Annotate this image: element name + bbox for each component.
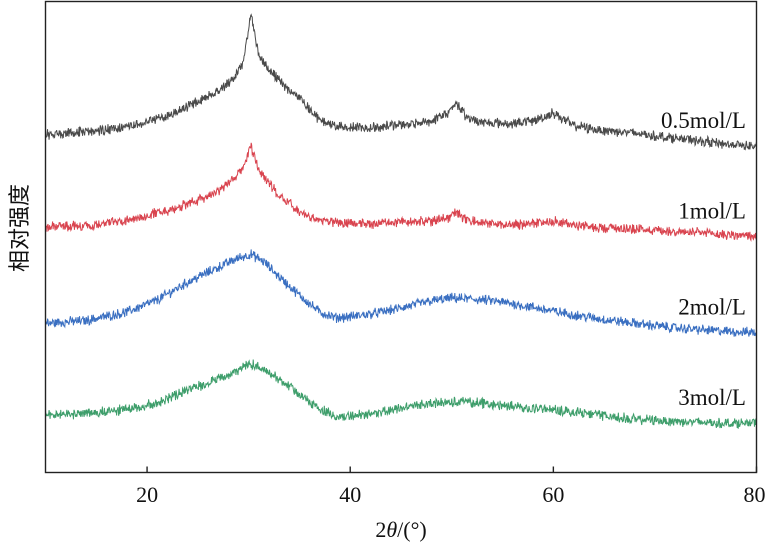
series-label: 1mol/L: [678, 199, 746, 224]
series-line-2moll: [45, 249, 757, 337]
x-tick-label: 20: [136, 482, 158, 507]
x-axis-label-theta: θ: [386, 517, 397, 542]
plot-frame: [44, 0, 758, 474]
series-line-1moll: [45, 142, 757, 242]
x-tick-label: 80: [744, 482, 766, 507]
series-curves: [45, 13, 757, 429]
series-line-3moll: [45, 359, 757, 429]
series-labels: 0.5mol/L 1mol/L 2mol/L 3mol/L: [661, 108, 746, 410]
series-label: 0.5mol/L: [661, 108, 746, 133]
series-line-0.5moll: [45, 13, 757, 151]
x-axis-label-prefix: 2: [375, 517, 386, 542]
series-label: 2mol/L: [678, 295, 746, 320]
x-axis-ticks: 20 40 60 80: [136, 466, 766, 507]
x-tick-label: 40: [339, 482, 361, 507]
x-axis-label-unit: /(°): [397, 517, 427, 542]
series-label: 3mol/L: [678, 385, 746, 410]
x-axis-label: 2θ/(°): [375, 517, 426, 542]
x-tick-label: 60: [542, 482, 564, 507]
y-axis-label: 相对强度: [7, 184, 32, 272]
